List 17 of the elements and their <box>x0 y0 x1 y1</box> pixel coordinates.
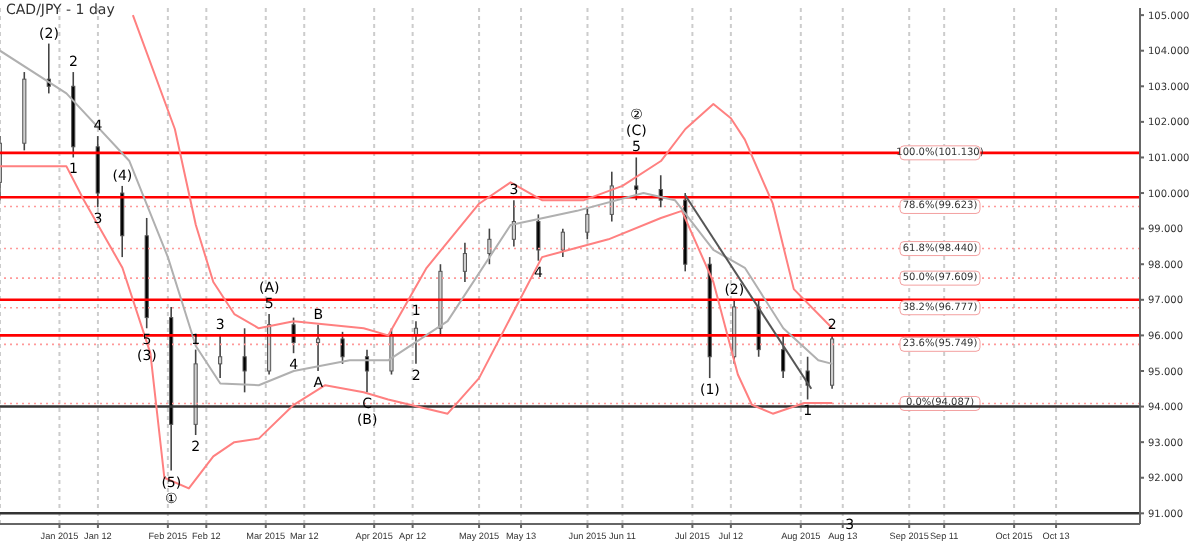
candlestick <box>340 331 345 365</box>
candlestick <box>634 156 639 201</box>
candlestick <box>95 135 100 209</box>
candlestick <box>218 334 223 379</box>
candlestick <box>364 348 370 394</box>
candlestick <box>560 227 565 258</box>
candlestick <box>291 316 296 354</box>
line-series <box>0 49 834 387</box>
candlestick <box>462 242 467 283</box>
candlestick <box>487 227 492 266</box>
candlestick <box>315 323 321 372</box>
candlestick <box>536 213 541 262</box>
candlestick <box>756 299 761 358</box>
candlestick <box>830 334 835 390</box>
candlestick <box>781 334 786 379</box>
candlestick <box>120 185 125 258</box>
candlestick <box>242 327 247 394</box>
